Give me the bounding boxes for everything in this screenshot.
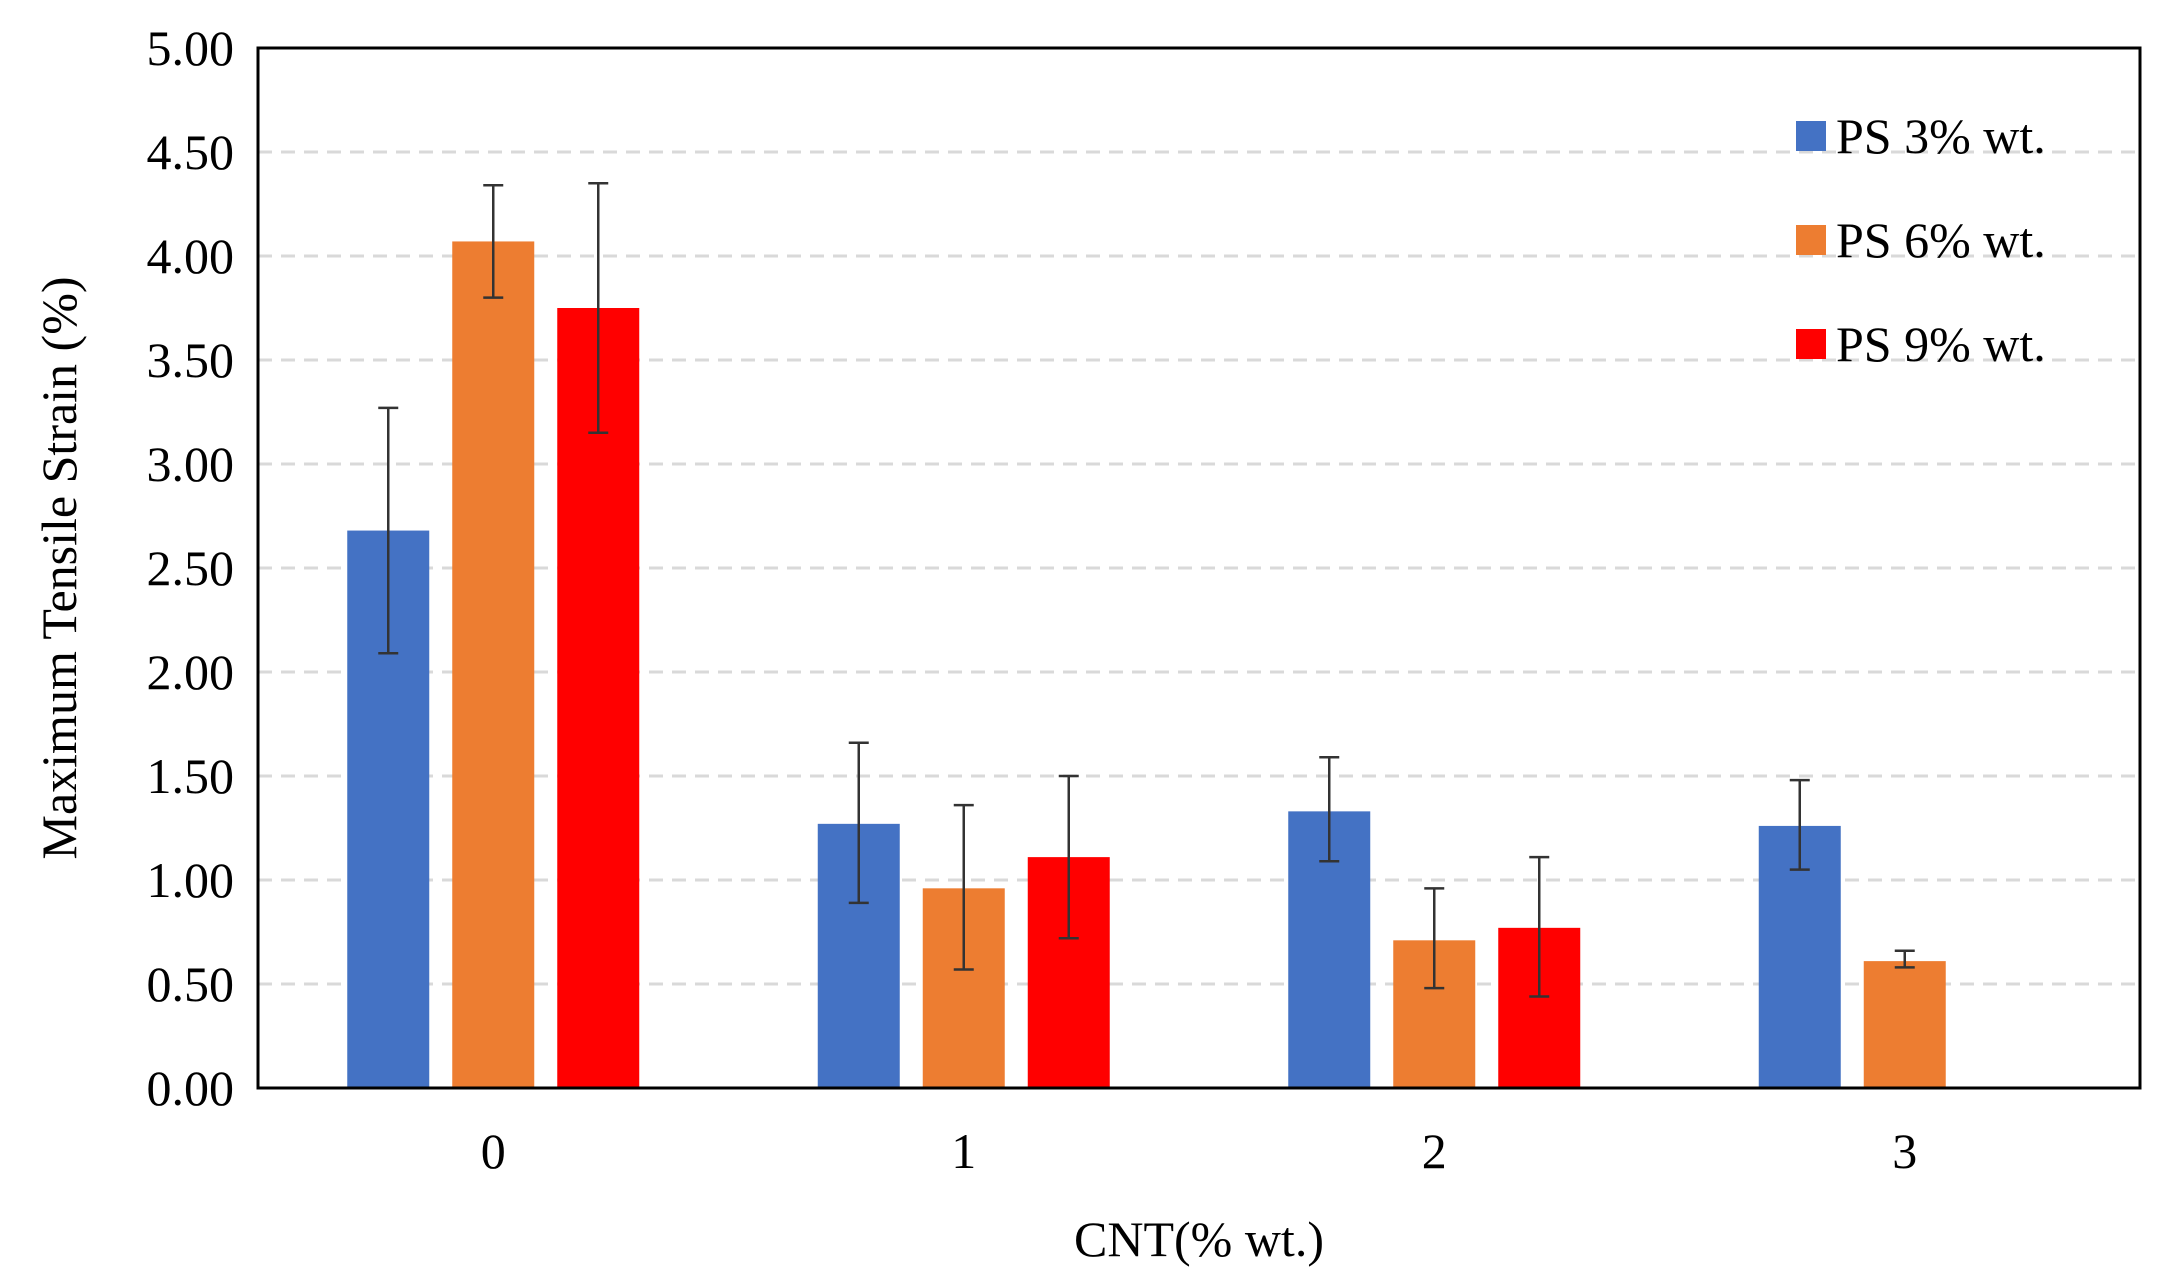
- legend-item-1: PS 6% wt.: [1796, 212, 2046, 268]
- error-bar-0-2: [588, 181, 609, 435]
- x-axis-ticks: 0 1 2 3: [481, 1123, 1918, 1179]
- legend-label: PS 6% wt.: [1836, 212, 2046, 268]
- legend-swatch: [1796, 329, 1826, 359]
- legend-item-0: PS 3% wt.: [1796, 108, 2046, 164]
- y-tick-label-8: 4.00: [147, 228, 235, 284]
- legend-swatch: [1796, 121, 1826, 151]
- legend-label: PS 3% wt.: [1836, 108, 2046, 164]
- y-tick-label-9: 4.50: [147, 124, 235, 180]
- x-tick-label-2: 2: [1422, 1123, 1447, 1179]
- y-tick-label-2: 1.00: [147, 852, 235, 908]
- error-bar-0-1: [483, 184, 504, 299]
- error-bar-3-0: [1789, 778, 1810, 871]
- y-tick-label-1: 0.50: [147, 956, 235, 1012]
- y-tick-label-7: 3.50: [147, 332, 235, 388]
- error-bar-2-1: [1424, 887, 1445, 990]
- error-bar-0-0: [378, 406, 399, 655]
- x-tick-label-3: 3: [1892, 1123, 1917, 1179]
- error-bar-3-1: [1894, 949, 1915, 969]
- legend-item-2: PS 9% wt.: [1796, 316, 2046, 372]
- y-tick-label-10: 5.00: [147, 20, 235, 76]
- y-tick-label-3: 1.50: [147, 748, 235, 804]
- plot-frame: [256, 46, 2142, 1090]
- bars: [347, 241, 1946, 1088]
- error-bar-2-2: [1529, 855, 1550, 998]
- y-tick-label-4: 2.00: [147, 644, 235, 700]
- legend-label: PS 9% wt.: [1836, 316, 2046, 372]
- legend-swatch: [1796, 225, 1826, 255]
- error-bar-1-0: [848, 741, 869, 905]
- error-bars: [378, 181, 1915, 998]
- gridlines: [258, 150, 2140, 986]
- bar-0-2: [557, 308, 640, 1088]
- x-axis-title: CNT(% wt.): [1074, 1211, 1324, 1267]
- bar-0-1: [452, 241, 535, 1088]
- y-axis-title: Maximum Tensile Strain (%): [31, 277, 87, 860]
- x-tick-label-1: 1: [951, 1123, 976, 1179]
- error-bar-1-2: [1058, 774, 1079, 940]
- x-tick-label-0: 0: [481, 1123, 506, 1179]
- y-tick-label-6: 3.00: [147, 436, 235, 492]
- error-bar-2-0: [1319, 756, 1340, 863]
- bar-3-1: [1863, 961, 1946, 1088]
- y-axis-ticks: 0.00 0.50 1.00 1.50 2.00 2.50 3.00 3.50 4.00 4.50…: [147, 20, 235, 1116]
- y-tick-label-0: 0.00: [147, 1060, 235, 1116]
- y-tick-label-5: 2.50: [147, 540, 235, 596]
- legend: PS 3% wt. PS 6% wt. PS 9% wt.: [1796, 108, 2046, 372]
- error-bar-1-1: [953, 803, 974, 971]
